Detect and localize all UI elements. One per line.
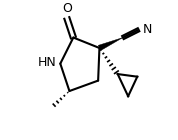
Polygon shape (98, 38, 123, 51)
Text: O: O (62, 2, 72, 15)
Text: HN: HN (38, 56, 57, 69)
Text: N: N (143, 23, 153, 36)
